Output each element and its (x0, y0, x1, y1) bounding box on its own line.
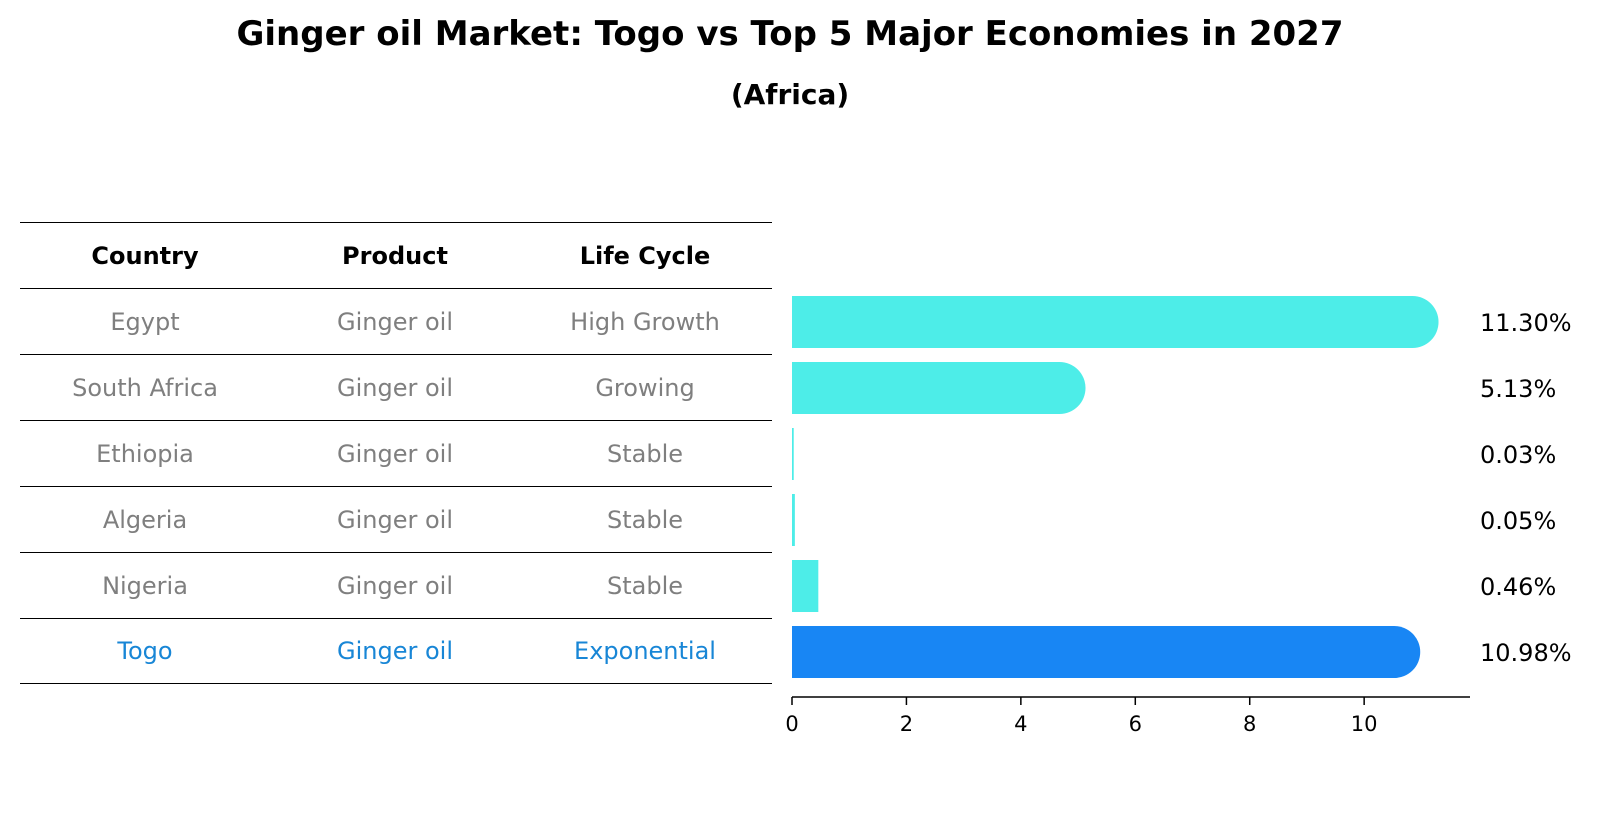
x-tick-label: 10 (1351, 712, 1378, 736)
bar-nigeria (792, 560, 819, 612)
life-cycle-cell: Exponential (574, 637, 716, 665)
data-label: 0.46% (1480, 573, 1556, 601)
chart-title: Ginger oil Market: Togo vs Top 5 Major E… (236, 14, 1344, 54)
data-label: 10.98% (1480, 639, 1572, 667)
table-row: Nigeria Ginger oil Stable (20, 552, 772, 618)
x-tick-label: 6 (1129, 712, 1142, 736)
chart-subtitle: (Africa) (730, 78, 850, 111)
data-label: 0.05% (1480, 507, 1556, 535)
product-cell: Ginger oil (337, 307, 453, 336)
life-cycle-cell: High Growth (570, 307, 720, 336)
header-country: Country (91, 241, 199, 270)
table-row: Egypt Ginger oil High Growth (20, 288, 772, 354)
product-cell: Ginger oil (337, 505, 453, 534)
country-cell: Egypt (110, 307, 180, 336)
data-label: 0.03% (1480, 441, 1556, 469)
bar-south-africa (792, 362, 1086, 414)
bar-ethiopia (792, 428, 794, 480)
life-cycle-cell: Growing (595, 373, 695, 402)
life-cycle-cell: Stable (606, 571, 684, 600)
bar-algeria (792, 494, 795, 546)
x-tick-label: 0 (785, 712, 798, 736)
country-cell: Togo (117, 637, 173, 665)
table-row-highlight: Togo Ginger oil Exponential (20, 618, 772, 684)
product-cell: Ginger oil (337, 571, 453, 600)
x-tick-label: 8 (1243, 712, 1256, 736)
country-cell: Algeria (102, 505, 188, 534)
life-cycle-cell: Stable (606, 439, 684, 468)
x-tick-label: 2 (900, 712, 913, 736)
data-label: 11.30% (1480, 309, 1572, 337)
header-product: Product (342, 241, 448, 270)
product-cell: Ginger oil (337, 439, 453, 468)
table-row: Ethiopia Ginger oil Stable (20, 420, 772, 486)
table-row: Algeria Ginger oil Stable (20, 486, 772, 552)
country-cell: South Africa (72, 373, 218, 402)
data-table: Country Product Life Cycle Egypt Ginger … (20, 222, 772, 684)
data-label: 5.13% (1480, 375, 1556, 403)
header-life-cycle: Life Cycle (579, 241, 711, 270)
table-row: South Africa Ginger oil Growing (20, 354, 772, 420)
country-cell: Nigeria (102, 571, 188, 600)
product-cell: Ginger oil (337, 373, 453, 402)
product-cell: Ginger oil (337, 637, 453, 665)
x-tick-label: 4 (1014, 712, 1027, 736)
country-cell: Ethiopia (96, 439, 194, 468)
bar-egypt (792, 296, 1439, 348)
bar-togo (792, 626, 1421, 678)
table-header-row: Country Product Life Cycle (20, 222, 772, 288)
life-cycle-cell: Stable (606, 505, 684, 534)
